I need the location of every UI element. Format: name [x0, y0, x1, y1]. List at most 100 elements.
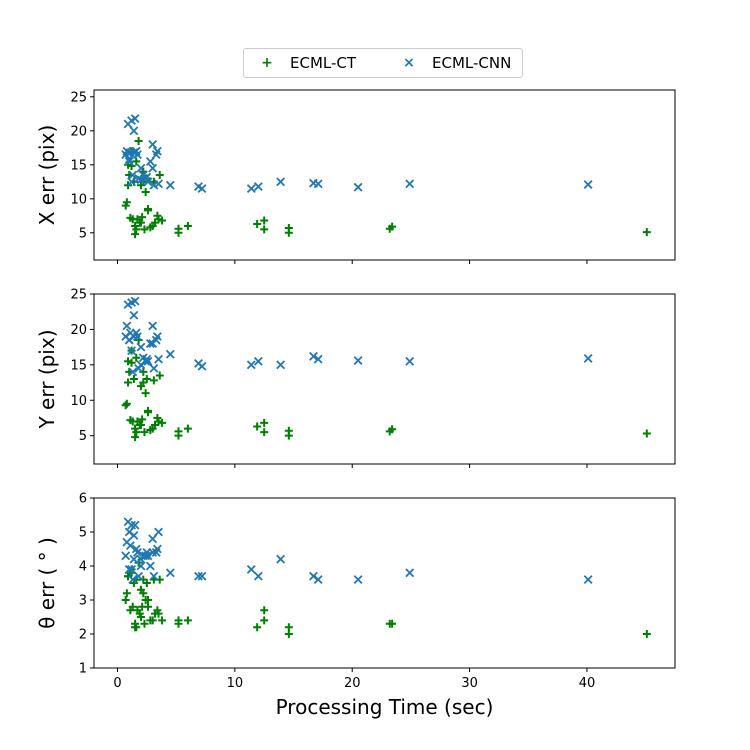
cnn-point — [128, 170, 138, 180]
ct-point — [154, 215, 163, 224]
x-tick-label: 10 — [227, 676, 244, 691]
cnn-point — [253, 356, 263, 366]
y-tick-label: 2 — [79, 628, 87, 643]
y-axis-label: Y err (pix) — [35, 329, 59, 429]
cnn-point — [194, 571, 203, 581]
ct-point — [129, 375, 138, 383]
ct-point — [121, 596, 130, 604]
cnn-point — [130, 114, 140, 123]
cnn-point — [142, 172, 152, 182]
ct-point — [154, 609, 163, 618]
cnn-point — [154, 527, 163, 537]
x-tick-label: 20 — [344, 676, 361, 691]
ct-point — [388, 619, 397, 628]
ct-point — [121, 401, 130, 410]
ct-point — [142, 579, 151, 587]
cnn-point — [142, 354, 152, 364]
cnn-point — [149, 363, 159, 373]
cnn-point — [313, 575, 323, 585]
ct-point — [141, 188, 150, 196]
cnn-point — [145, 339, 155, 349]
y-tick-label: 4 — [79, 560, 87, 575]
ct-point — [253, 623, 262, 632]
ct-point — [131, 230, 140, 239]
plot-frame — [93, 293, 676, 465]
ct-point — [284, 224, 293, 233]
cnn-point — [148, 321, 158, 331]
cnn-point — [353, 182, 363, 192]
cnn-point — [353, 575, 363, 585]
cnn-point — [313, 354, 323, 364]
cnn-point — [125, 541, 135, 551]
ct-point — [136, 218, 145, 227]
cnn-point — [132, 332, 142, 341]
y-tick-label: 10 — [70, 192, 87, 207]
cnn-point — [129, 530, 139, 540]
x-tick-label: 40 — [579, 676, 596, 691]
y-tick-label: 3 — [79, 594, 87, 609]
cnn-point — [253, 571, 263, 581]
ct-point — [155, 171, 164, 179]
ct-point — [140, 428, 149, 437]
cnn-point — [148, 534, 158, 544]
cnn-point — [129, 148, 139, 157]
cnn-point — [313, 179, 323, 189]
cnn-point — [353, 356, 363, 366]
cnn-point — [127, 520, 136, 530]
cnn-point — [136, 561, 146, 571]
cnn-point — [121, 551, 131, 561]
cnn-point — [145, 561, 155, 571]
ct-point — [139, 367, 148, 376]
ct-point — [131, 433, 140, 442]
plot-frame — [93, 497, 676, 669]
ct-point — [136, 421, 145, 430]
ct-point — [124, 357, 133, 366]
cnn-point — [124, 156, 134, 166]
cnn-point — [152, 332, 162, 341]
cnn-point — [309, 571, 318, 581]
cnn-point — [152, 146, 162, 156]
ct-point — [128, 602, 137, 611]
ct-point — [140, 225, 149, 234]
ct-point — [122, 399, 131, 408]
ct-point — [122, 198, 131, 207]
ct-point — [140, 619, 149, 628]
ct-point — [149, 376, 158, 385]
cnn-point — [246, 564, 256, 574]
cnn-point — [197, 571, 207, 581]
legend-label-cnn: ECML-CNN — [432, 54, 512, 72]
ct-point — [174, 619, 183, 628]
ct-point — [132, 353, 141, 362]
y-tick-label: 20 — [70, 124, 87, 139]
cnn-point — [134, 571, 144, 581]
ct-point — [174, 228, 183, 237]
ct-point — [143, 602, 152, 611]
y-tick-label: 6 — [79, 492, 87, 507]
cnn-point — [127, 177, 136, 187]
y-axis-label: X err (pix) — [35, 125, 59, 226]
ct-point — [260, 428, 269, 437]
ct-point — [388, 425, 397, 434]
cnn-point — [152, 544, 162, 554]
x-marker-icon: × — [403, 55, 415, 71]
ct-point — [183, 222, 192, 230]
ct-point — [183, 616, 192, 625]
ct-point — [132, 428, 141, 437]
cnn-point — [127, 564, 136, 574]
cnn-point — [129, 126, 139, 136]
ct-point — [642, 228, 651, 237]
cnn-point — [583, 575, 593, 585]
ct-point — [122, 589, 131, 598]
ct-point — [142, 375, 151, 383]
legend-entry-ct: + ECML-CT — [256, 54, 356, 72]
cnn-point — [276, 177, 286, 187]
legend-label-ct: ECML-CT — [290, 54, 357, 72]
ct-point — [139, 589, 148, 598]
cnn-point — [253, 182, 263, 191]
ct-point — [134, 137, 143, 145]
ct-point — [143, 408, 152, 417]
cnn-point — [128, 367, 138, 377]
cnn-point — [122, 321, 132, 331]
cnn-point — [124, 564, 134, 574]
y-tick-label: 1 — [79, 662, 87, 677]
